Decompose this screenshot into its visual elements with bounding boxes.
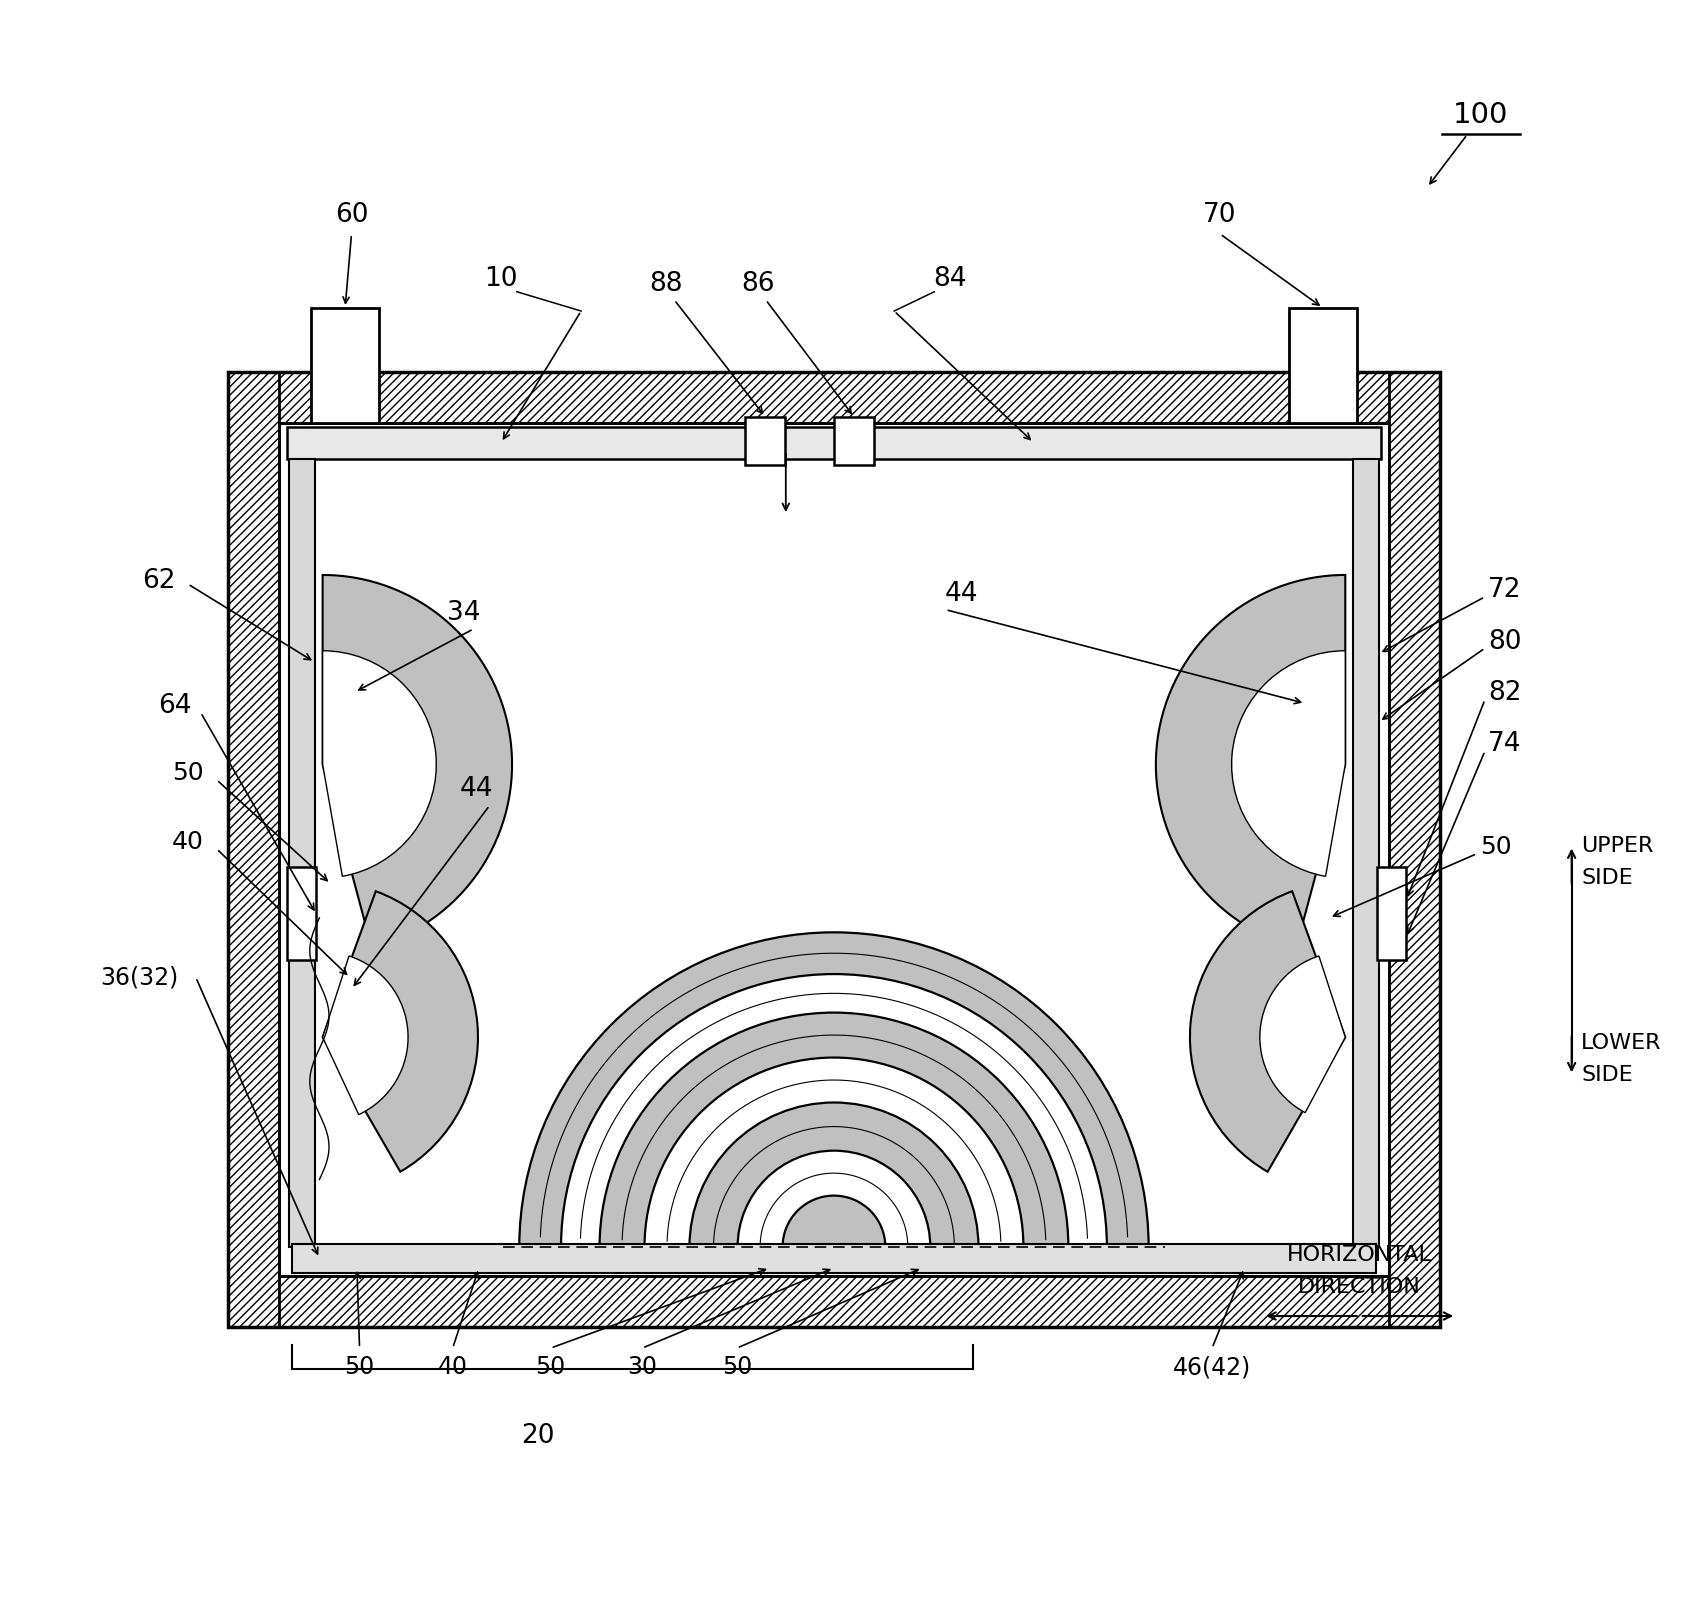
Text: 64: 64 xyxy=(157,693,191,719)
Text: 50: 50 xyxy=(722,1355,751,1379)
Text: 70: 70 xyxy=(1203,201,1237,227)
Wedge shape xyxy=(1232,651,1345,876)
Wedge shape xyxy=(599,1013,1068,1247)
Text: 50: 50 xyxy=(1480,834,1511,859)
Text: 74: 74 xyxy=(1489,731,1521,757)
Wedge shape xyxy=(323,651,437,876)
Text: LOWER: LOWER xyxy=(1582,1033,1662,1054)
Text: SIDE: SIDE xyxy=(1582,868,1633,888)
Bar xyxy=(228,1276,1440,1327)
Text: UPPER: UPPER xyxy=(1582,836,1653,855)
Text: 50: 50 xyxy=(345,1355,374,1379)
Text: 84: 84 xyxy=(934,266,968,292)
Bar xyxy=(1389,372,1440,1327)
Bar xyxy=(288,867,316,960)
Text: 36(32): 36(32) xyxy=(100,965,179,989)
Bar xyxy=(311,308,379,424)
Text: 44: 44 xyxy=(944,580,978,607)
Text: 10: 10 xyxy=(484,266,518,292)
Text: HORIZONTAL: HORIZONTAL xyxy=(1288,1245,1431,1265)
Wedge shape xyxy=(562,975,1107,1247)
Text: 46(42): 46(42) xyxy=(1173,1355,1250,1379)
Wedge shape xyxy=(1189,891,1345,1171)
Wedge shape xyxy=(1156,575,1345,947)
Text: 72: 72 xyxy=(1489,577,1521,604)
Bar xyxy=(228,372,1440,424)
Bar xyxy=(744,417,785,466)
Bar xyxy=(289,459,315,1247)
Text: 50: 50 xyxy=(173,762,203,786)
Wedge shape xyxy=(738,1150,931,1247)
Wedge shape xyxy=(323,891,477,1171)
Wedge shape xyxy=(323,575,513,947)
Wedge shape xyxy=(519,933,1149,1247)
Text: 20: 20 xyxy=(521,1424,555,1450)
Bar xyxy=(228,372,279,1327)
Bar xyxy=(279,424,1389,1276)
Text: 82: 82 xyxy=(1489,680,1521,706)
Wedge shape xyxy=(1261,955,1345,1113)
Text: 86: 86 xyxy=(741,271,775,296)
Bar xyxy=(1289,308,1357,424)
Text: SIDE: SIDE xyxy=(1582,1065,1633,1086)
Text: 34: 34 xyxy=(447,599,481,625)
Text: 88: 88 xyxy=(650,271,684,296)
Text: 80: 80 xyxy=(1489,628,1521,654)
Text: 62: 62 xyxy=(142,567,176,594)
Text: 40: 40 xyxy=(173,830,203,854)
Text: DIRECTION: DIRECTION xyxy=(1298,1278,1421,1297)
Bar xyxy=(293,1244,1376,1273)
Text: 60: 60 xyxy=(335,201,369,227)
Wedge shape xyxy=(323,955,408,1115)
Wedge shape xyxy=(689,1102,978,1247)
Wedge shape xyxy=(645,1057,1024,1247)
Bar xyxy=(1354,459,1379,1247)
Bar xyxy=(228,372,1440,1327)
Text: 50: 50 xyxy=(535,1355,565,1379)
Text: 40: 40 xyxy=(438,1355,467,1379)
Text: 44: 44 xyxy=(460,777,494,802)
Text: 100: 100 xyxy=(1452,101,1508,129)
Bar xyxy=(834,417,875,466)
Wedge shape xyxy=(783,1195,885,1247)
Bar xyxy=(1377,867,1406,960)
Bar xyxy=(288,427,1381,459)
Text: 30: 30 xyxy=(628,1355,656,1379)
